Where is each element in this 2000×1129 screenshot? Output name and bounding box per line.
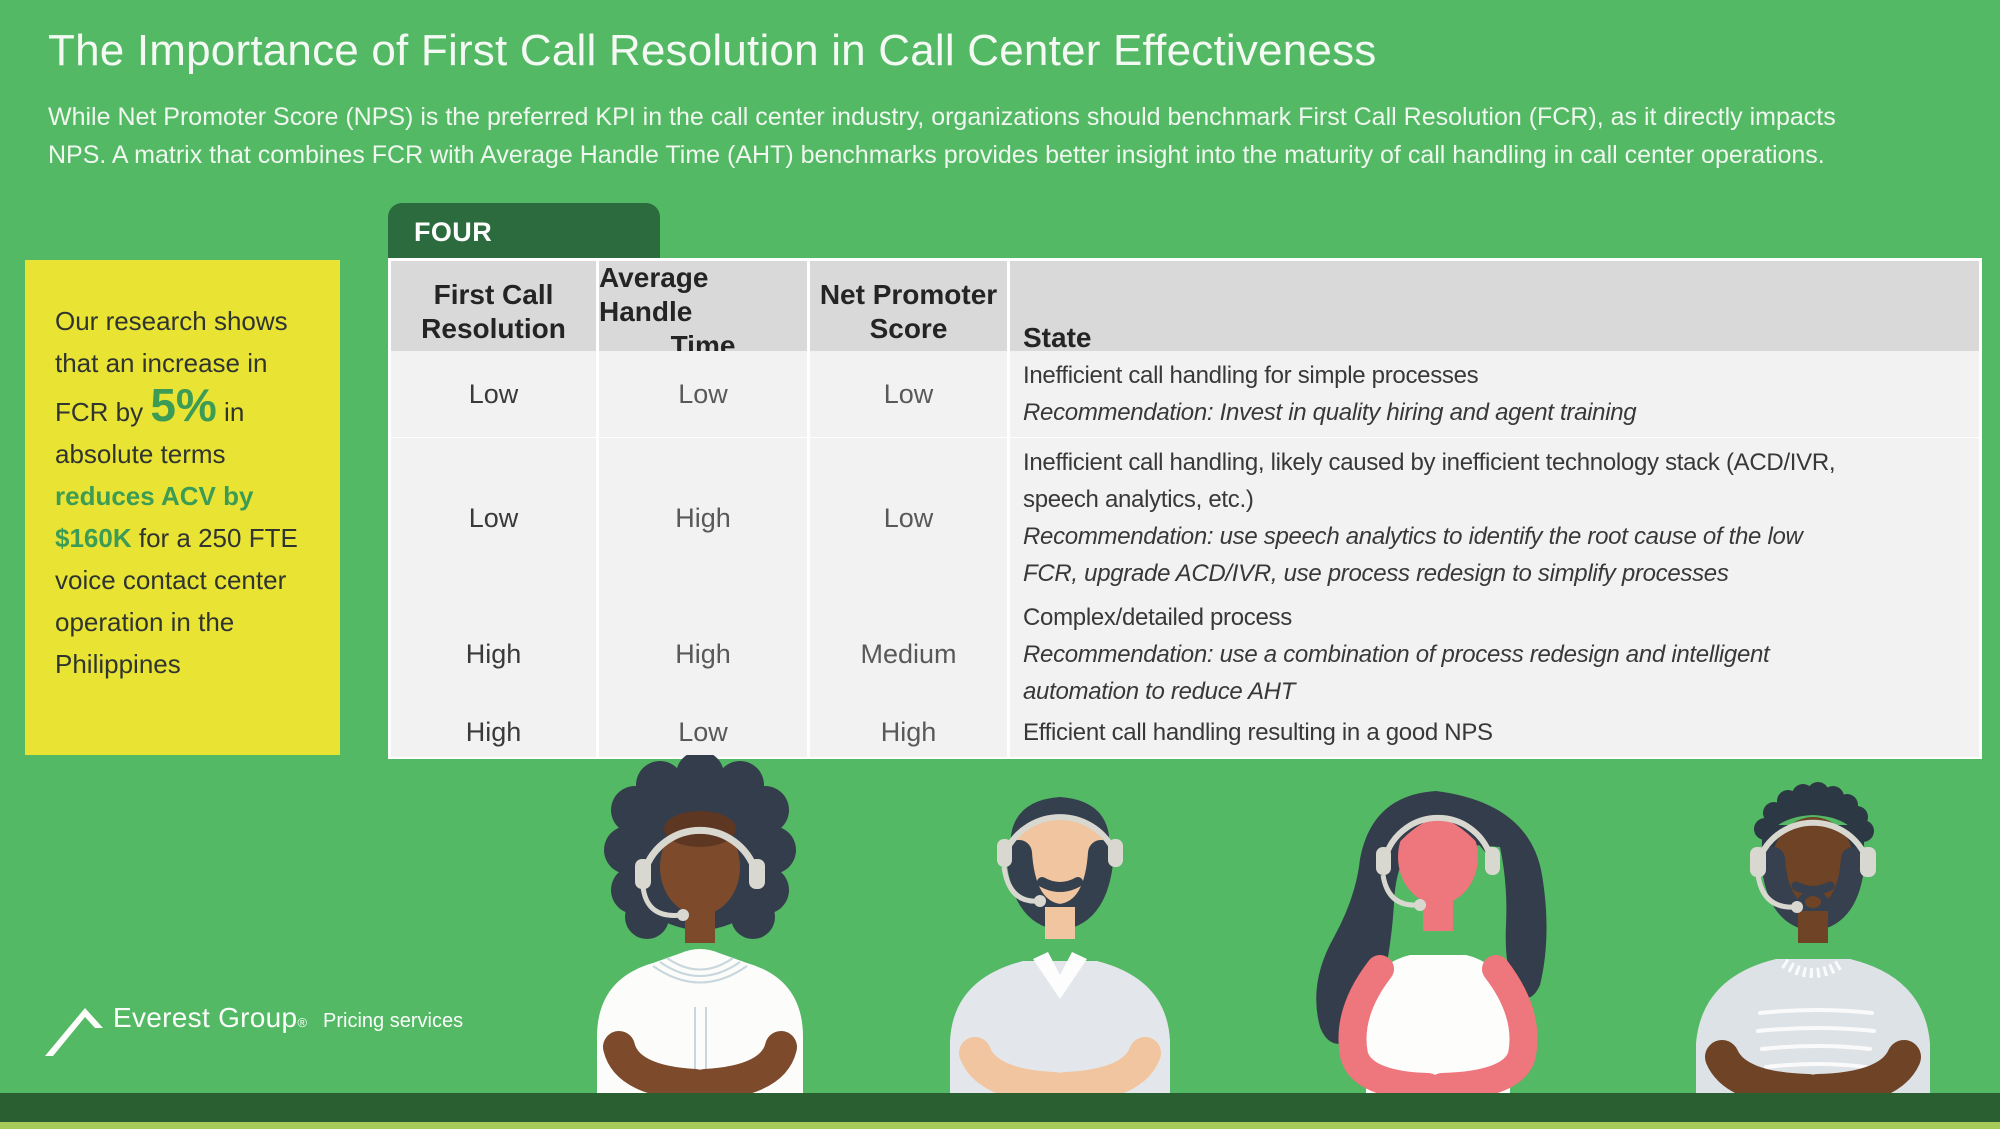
state-line: speech analytics, etc.) [1023, 486, 1254, 513]
page-subtitle: While Net Promoter Score (NPS) is the pr… [48, 98, 1960, 174]
callout-text: in absolute terms [55, 397, 245, 469]
aht-value: Low [678, 378, 728, 409]
page-title: The Importance of First Call Resolution … [48, 26, 1377, 75]
table-row: High Low High Efficient call handling re… [391, 708, 1979, 757]
callout-text: Our research shows that an increase in F… [55, 306, 288, 427]
recommendation-line: Recommendation: Invest in quality hiring… [1023, 399, 1637, 426]
cell-state: Inefficient call handling, likely caused… [1010, 438, 1979, 598]
fcr-value: Low [468, 378, 519, 409]
nps-value: Medium [860, 639, 957, 669]
research-callout: Our research shows that an increase in F… [25, 260, 340, 755]
nps-value: High [880, 717, 937, 747]
state-line: Efficient call handling resulting in a g… [1023, 719, 1493, 746]
cell-fcr: High [391, 593, 596, 716]
mountain-peak-icon [45, 1008, 103, 1056]
column-header-line: Score [869, 313, 948, 344]
scenarios-table: First Call Resolution Average Handle Tim… [388, 258, 1982, 759]
column-header-nps: Net Promoter Score [810, 261, 1007, 363]
recommendation-line: Recommendation: use speech analytics to … [1023, 523, 1803, 550]
table-body: Low Low Low Inefficient call handling fo… [391, 351, 1979, 757]
aht-value: High [675, 502, 731, 533]
cell-nps: Medium [810, 593, 1007, 716]
brand-name: Everest Group [113, 1002, 298, 1033]
table-row: Low Low Low Inefficient call handling fo… [391, 351, 1979, 437]
cell-fcr: Low [391, 438, 596, 598]
callout-text: for a 250 FTE voice contact center opera… [55, 523, 298, 679]
call-center-agent-man-beard [950, 797, 1170, 1095]
aht-value: High [675, 639, 731, 669]
cell-state: Complex/detailed process Recommendation:… [1010, 593, 1979, 716]
cell-nps: Low [810, 351, 1007, 437]
fcr-value: High [465, 639, 522, 669]
brand-tagline: Pricing services [323, 1010, 464, 1032]
nps-value: Low [883, 502, 934, 533]
call-center-agent-man-sweater [1696, 782, 1930, 1095]
cell-state: Efficient call handling resulting in a g… [1010, 708, 1979, 757]
table-row: High High Medium Complex/detailed proces… [391, 593, 1979, 716]
state-line: Complex/detailed process [1023, 604, 1292, 631]
column-header-fcr: First Call Resolution [391, 261, 596, 363]
nps-value: Low [883, 378, 934, 409]
table-row: Low High Low Inefficient call handling, … [391, 438, 1979, 598]
recommendation-line: Recommendation: use a combination of pro… [1023, 641, 1770, 668]
cell-fcr: High [391, 708, 596, 757]
callout-highlight-acv: reduces ACV by $160K [55, 481, 254, 553]
everest-group-logo: Everest Group ® Pricing services [45, 1002, 463, 1058]
column-header-state: State [1010, 261, 1979, 363]
state-line: Inefficient call handling, likely caused… [1023, 449, 1836, 476]
cell-aht: Low [599, 351, 807, 437]
cell-aht: High [599, 593, 807, 716]
column-header-line: Net Promoter [819, 279, 998, 310]
subtitle-line-2: NPS. A matrix that combines FCR with Ave… [48, 141, 1825, 169]
cell-aht: High [599, 438, 807, 598]
aht-value: Low [678, 717, 728, 747]
desk-surface [0, 1093, 2000, 1122]
footer-strip [0, 1122, 2000, 1129]
fcr-value: Low [468, 502, 519, 533]
state-line: Inefficient call handling for simple pro… [1023, 362, 1479, 389]
registered-mark: ® [297, 1015, 308, 1030]
column-header-line: Resolution [421, 313, 566, 344]
recommendation-line: automation to reduce AHT [1023, 678, 1296, 705]
cell-state: Inefficient call handling for simple pro… [1010, 351, 1979, 437]
recommendation-line: FCR, upgrade ACD/IVR, use process redesi… [1023, 560, 1729, 587]
cell-aht: Low [599, 708, 807, 757]
column-header-line: Average Handle [599, 262, 709, 327]
call-center-agent-woman-long-hair [1316, 791, 1547, 1095]
column-header-aht: Average Handle Time [599, 261, 807, 363]
callout-highlight-5pct: 5% [150, 379, 217, 431]
call-center-agent-woman-afro [597, 755, 803, 1095]
fcr-value: High [465, 717, 522, 747]
agents-illustration-row [0, 755, 2000, 1095]
four-scenarios-tab: FOUR SCENARIOS [388, 203, 660, 305]
table-header-row: First Call Resolution Average Handle Tim… [391, 261, 1979, 363]
cell-nps: High [810, 708, 1007, 757]
subtitle-line-1: While Net Promoter Score (NPS) is the pr… [48, 103, 1836, 131]
cell-fcr: Low [391, 351, 596, 437]
column-header-line: State [1023, 322, 1092, 353]
column-header-line: First Call [433, 279, 554, 310]
cell-nps: Low [810, 438, 1007, 598]
header: The Importance of First Call Resolution … [48, 26, 1960, 174]
